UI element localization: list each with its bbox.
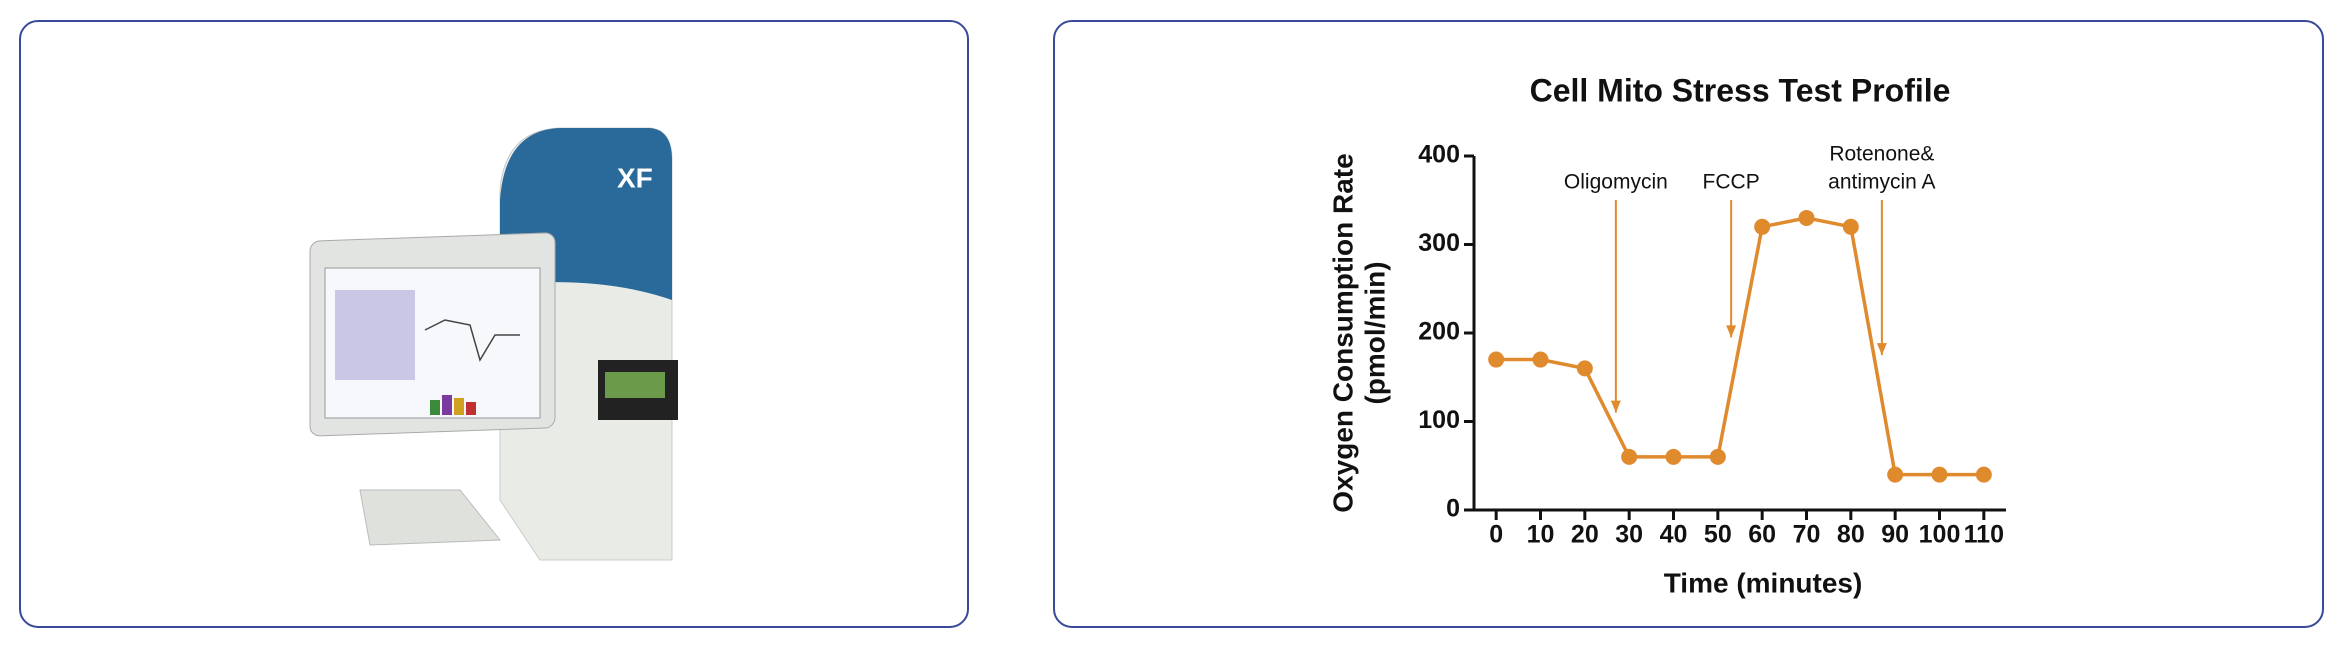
chart: Cell Mito Stress Test Profile Time (minu… [1327, 72, 2006, 598]
point [1887, 466, 1904, 483]
point [1975, 466, 1992, 483]
annotation: antimycin A [1828, 171, 1935, 194]
x-tick-label: 30 [1615, 521, 1643, 549]
x-tick-label: 40 [1660, 521, 1688, 549]
point [1532, 351, 1549, 368]
point [1931, 466, 1948, 483]
point [1798, 209, 1815, 226]
annotation: Rotenone& [1829, 143, 1934, 166]
x-tick-label: 0 [1489, 521, 1503, 549]
y-tick-label: 200 [1418, 318, 1460, 346]
annotation: FCCP [1703, 171, 1760, 194]
right-panel [1053, 20, 2324, 628]
plate [605, 372, 665, 398]
device-label: XF [617, 162, 653, 193]
x-tick-label: 50 [1704, 521, 1732, 549]
x-tick-label: 70 [1793, 521, 1821, 549]
x-tick-label: 80 [1837, 521, 1865, 549]
point [1709, 448, 1726, 465]
arrow-head [1726, 325, 1737, 338]
arrow-head [1876, 343, 1887, 356]
y-axis-label-line: (pmol/min) [1359, 261, 1390, 404]
x-axis-label: Time (minutes) [1664, 567, 1863, 598]
arrow-head [1610, 400, 1621, 413]
x-tick-label: 10 [1527, 521, 1555, 549]
x-tick-label: 110 [1964, 521, 2004, 549]
annotation: Oligomycin [1564, 171, 1668, 194]
point [1665, 448, 1682, 465]
x-tick-label: 20 [1571, 521, 1599, 549]
point [1488, 351, 1505, 368]
x-tick-label: 90 [1881, 521, 1909, 549]
y-tick-label: 0 [1446, 495, 1460, 523]
y-axis-label-line: Oxygen Consumption Rate [1327, 153, 1358, 512]
point [1621, 448, 1638, 465]
y-tick-label: 100 [1418, 406, 1460, 434]
point [1754, 218, 1771, 235]
y-tick-label: 400 [1418, 141, 1460, 169]
point [1576, 360, 1593, 377]
instrument-illustration: XF [309, 127, 678, 561]
x-tick-label: 60 [1748, 521, 1776, 549]
y-axis-label: Oxygen Consumption Rate (pmol/min) [1327, 153, 1390, 512]
point [1842, 218, 1859, 235]
chart-title: Cell Mito Stress Test Profile [1530, 72, 1951, 108]
y-tick-label: 300 [1418, 229, 1460, 257]
x-tick-label: 100 [1919, 521, 1961, 549]
